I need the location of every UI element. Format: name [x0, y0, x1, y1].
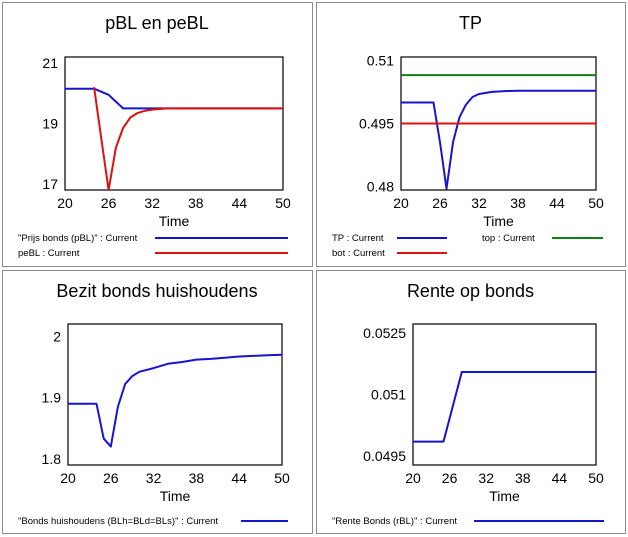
x-tick-label: 20 — [57, 195, 73, 211]
x-tick-label: 32 — [471, 195, 487, 211]
series-line-1 — [68, 353, 282, 448]
x-axis-label: Time — [159, 213, 190, 229]
x-tick-label: 44 — [549, 195, 565, 211]
legend-label: "Prijs bonds (pBL)" : Current — [18, 233, 138, 244]
x-tick-label: 44 — [232, 195, 248, 211]
y-tick-label: 0.51 — [367, 52, 394, 68]
series-line-1 — [413, 371, 596, 443]
legend-label: TP : Current — [332, 233, 384, 244]
x-tick-label: 26 — [432, 195, 448, 211]
chart-panel-1: pBL en peBL 20 26 32 38 44 50 Time 21 19 17 "Prijs … — [2, 2, 313, 267]
y-tick-label: 19 — [42, 116, 58, 132]
x-axis-label: Time — [160, 488, 191, 504]
x-tick-label: 38 — [515, 470, 531, 486]
plot-area — [64, 56, 284, 191]
x-tick-label: 38 — [189, 470, 205, 486]
x-tick-label: 32 — [146, 470, 162, 486]
legend-label: "Rente Bonds (rBL)" : Current — [332, 516, 457, 527]
y-tick-label: 0.48 — [367, 179, 394, 195]
chart-panel-2: TP 20 26 32 38 44 50 Time 0.51 0.495 0.48 TP : Curr… — [316, 2, 626, 267]
legend-label: top : Current — [482, 233, 535, 244]
legend-label: peBL : Current — [18, 248, 80, 259]
x-tick-label: 38 — [510, 195, 526, 211]
x-tick-label: 26 — [101, 195, 117, 211]
x-tick-label: 44 — [231, 470, 247, 486]
y-tick-label: 1.9 — [42, 390, 62, 406]
plot-area — [67, 323, 283, 466]
chart-title: Bezit bonds huishoudens — [56, 281, 257, 301]
x-tick-label: 38 — [188, 195, 204, 211]
chart-title: Rente op bonds — [407, 281, 534, 301]
x-tick-label: 26 — [442, 470, 458, 486]
x-tick-label: 20 — [60, 470, 76, 486]
y-tick-label: 0.0525 — [363, 325, 406, 341]
x-tick-label: 32 — [478, 470, 494, 486]
x-tick-label: 32 — [144, 195, 160, 211]
chart-title: TP — [459, 13, 482, 33]
series-line-2 — [93, 87, 283, 190]
chart-panel-4: Rente op bonds 20 26 32 38 44 50 Time 0.0525 0.05… — [316, 270, 626, 534]
chart-panel-3: Bezit bonds huishoudens 20 26 32 38 44 50 Time 2… — [2, 270, 313, 534]
y-tick-label: 0.0495 — [363, 448, 406, 464]
x-tick-label: 50 — [274, 470, 290, 486]
x-tick-label: 50 — [588, 470, 604, 486]
y-tick-label: 2 — [53, 328, 61, 344]
x-axis-label: Time — [483, 213, 514, 229]
x-axis-label: Time — [489, 488, 520, 504]
x-tick-label: 20 — [405, 470, 421, 486]
y-tick-label: 0.495 — [359, 116, 394, 132]
y-tick-label: 17 — [42, 176, 58, 192]
x-tick-label: 20 — [393, 195, 409, 211]
x-tick-label: 50 — [275, 195, 291, 211]
series-line-1 — [401, 89, 596, 190]
y-tick-label: 0.051 — [371, 387, 406, 403]
x-tick-label: 50 — [588, 195, 604, 211]
legend-label: "Bonds huishoudens (BLh=BLd=BLs)" : Curr… — [18, 516, 218, 527]
chart-title: pBL en peBL — [105, 13, 208, 33]
plot-area — [412, 323, 597, 466]
y-tick-label: 1.8 — [42, 451, 62, 467]
y-tick-label: 21 — [42, 55, 58, 71]
x-tick-label: 44 — [552, 470, 568, 486]
legend-label: bot : Current — [332, 248, 385, 259]
x-tick-label: 26 — [103, 470, 119, 486]
